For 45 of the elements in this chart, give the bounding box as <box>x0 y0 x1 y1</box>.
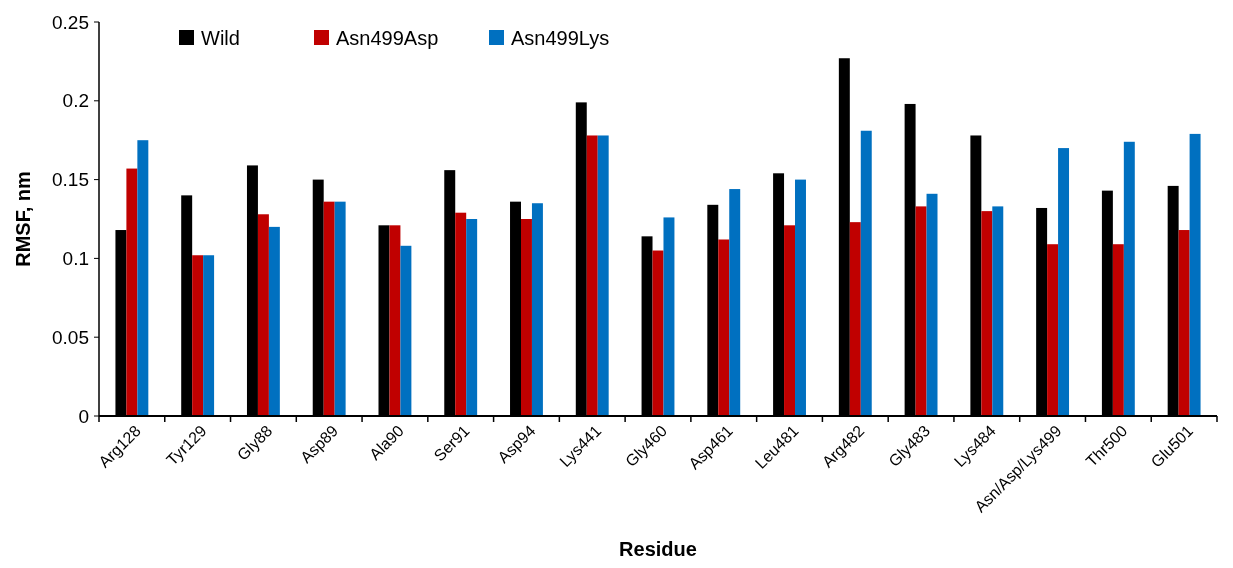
bar <box>784 225 796 416</box>
bar <box>663 217 675 416</box>
legend-label: Asn499Asp <box>336 27 439 49</box>
bar <box>455 212 467 416</box>
x-axis-title: Residue <box>619 538 697 560</box>
bar <box>334 201 346 416</box>
bar <box>926 193 938 416</box>
bar <box>1112 244 1124 416</box>
y-tick-label: 0 <box>78 405 89 427</box>
bar <box>992 206 1004 416</box>
y-tick-label: 0.05 <box>52 326 89 348</box>
y-tick-label: 0.2 <box>62 90 89 112</box>
bar <box>466 219 478 416</box>
bar <box>718 239 730 416</box>
bar <box>389 225 401 416</box>
bar <box>531 203 543 416</box>
y-tick-label: 0.25 <box>52 11 89 33</box>
bar <box>126 168 138 416</box>
y-tick-label: 0.1 <box>62 247 89 269</box>
bar <box>597 135 609 416</box>
bar <box>652 250 664 416</box>
legend-label: Asn499Lys <box>511 27 610 49</box>
legend-label: Wild <box>201 27 240 49</box>
bar <box>192 255 204 416</box>
bar <box>268 226 280 416</box>
y-tick-label: 0.15 <box>52 169 89 191</box>
bar <box>323 201 335 416</box>
bar <box>1058 148 1070 416</box>
bar <box>1123 141 1135 416</box>
bar <box>400 245 412 416</box>
bar <box>137 140 149 416</box>
bar <box>1178 230 1190 416</box>
bar <box>981 211 993 416</box>
bar <box>203 255 215 416</box>
bar <box>849 222 861 416</box>
bar <box>1189 133 1201 416</box>
bar <box>729 189 741 416</box>
bar <box>795 179 806 416</box>
bar <box>1047 244 1059 416</box>
bar <box>520 219 532 416</box>
bar <box>915 206 927 416</box>
y-axis-title: RMSF, nm <box>12 171 34 267</box>
bar <box>586 135 598 416</box>
bar <box>860 130 872 416</box>
bar <box>257 214 269 416</box>
